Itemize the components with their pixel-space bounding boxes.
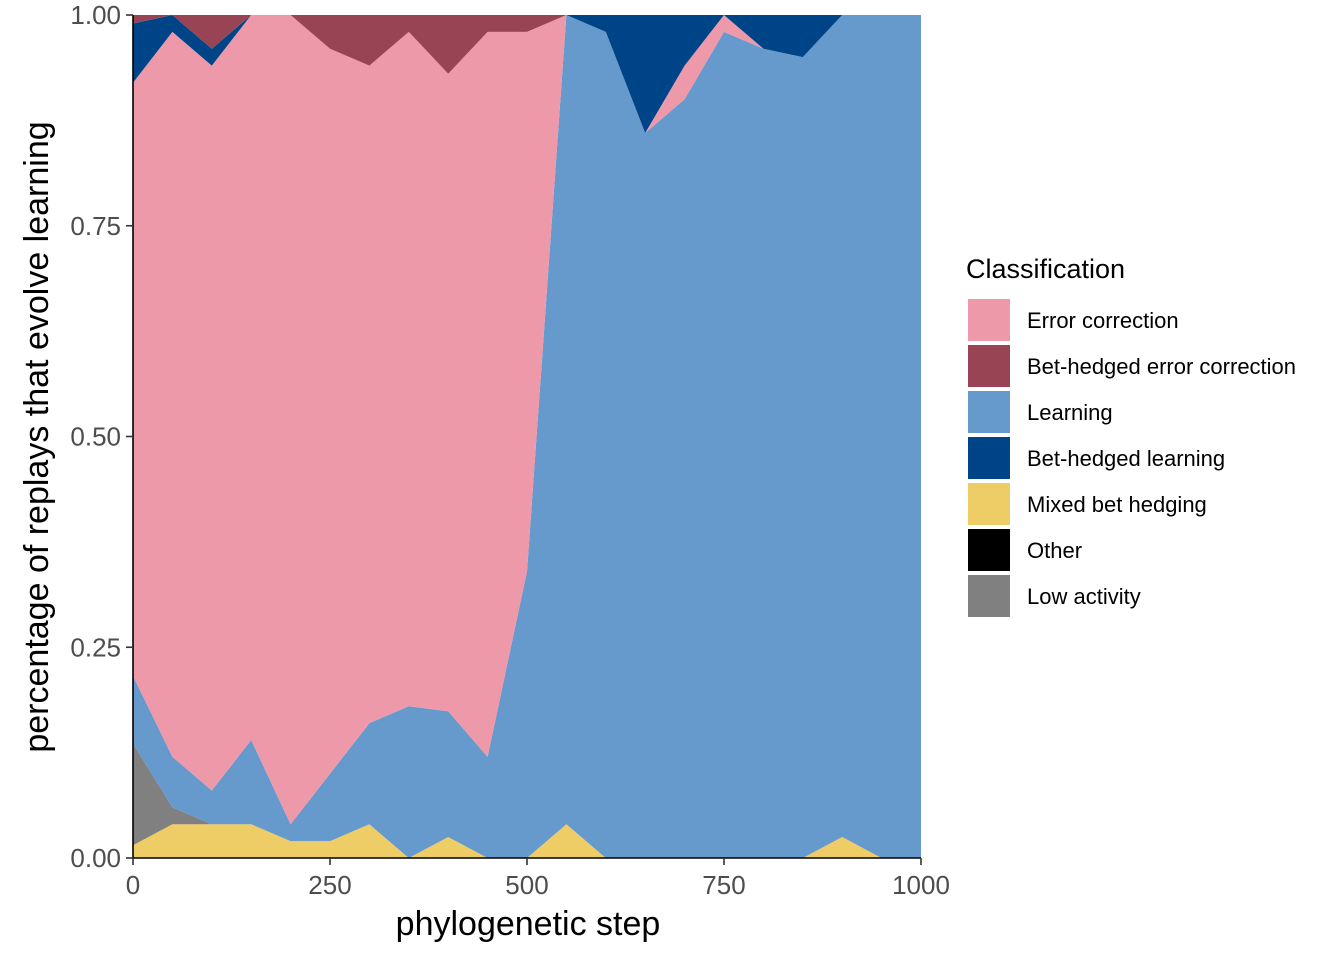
- x-tick-label: 500: [505, 870, 548, 900]
- area-bet-hedged-error-correction: [133, 15, 921, 74]
- x-tick-label: 750: [702, 870, 745, 900]
- legend-key-bet-hedged-error-correction: [966, 343, 1012, 389]
- x-tick-label: 0: [126, 870, 140, 900]
- legend-label-error-correction: Error correction: [1027, 308, 1179, 333]
- legend: Classification Error correction Bet-hedge…: [966, 254, 1296, 619]
- legend-key-error-correction: [966, 297, 1012, 343]
- area-layers: [133, 15, 921, 858]
- x-axis-title: phylogenetic step: [396, 905, 661, 943]
- axes: 0 250 500 750 1000 0.00 0.25 0.50 0.75 1.00: [70, 0, 950, 900]
- legend-label-other: Other: [1027, 538, 1082, 563]
- legend-key-learning: [966, 389, 1012, 435]
- area-mixed-bet-hedging: [133, 824, 921, 858]
- legend-label-learning: Learning: [1027, 400, 1113, 425]
- y-tick-label: 1.00: [70, 0, 121, 30]
- y-axis-title: percentage of replays that evolve learni…: [18, 121, 56, 752]
- area-error-correction: [133, 15, 921, 825]
- x-tick-label: 1000: [892, 870, 950, 900]
- y-tick-label: 0.50: [70, 422, 121, 452]
- legend-title: Classification: [966, 254, 1125, 284]
- y-tick-label: 0.00: [70, 843, 121, 873]
- legend-key-bet-hedged-learning: [966, 435, 1012, 481]
- y-tick-label: 0.75: [70, 211, 121, 241]
- legend-label-low-activity: Low activity: [1027, 584, 1141, 609]
- area-learning: [133, 15, 921, 858]
- legend-label-bet-hedged-error-correction: Bet-hedged error correction: [1027, 354, 1296, 379]
- legend-key-other: [966, 527, 1012, 573]
- legend-key-mixed-bet-hedging: [966, 481, 1012, 527]
- legend-label-mixed-bet-hedging: Mixed bet hedging: [1027, 492, 1207, 517]
- y-tick-label: 0.25: [70, 632, 121, 662]
- legend-key-low-activity: [966, 573, 1012, 619]
- legend-label-bet-hedged-learning: Bet-hedged learning: [1027, 446, 1225, 471]
- x-tick-label: 250: [308, 870, 351, 900]
